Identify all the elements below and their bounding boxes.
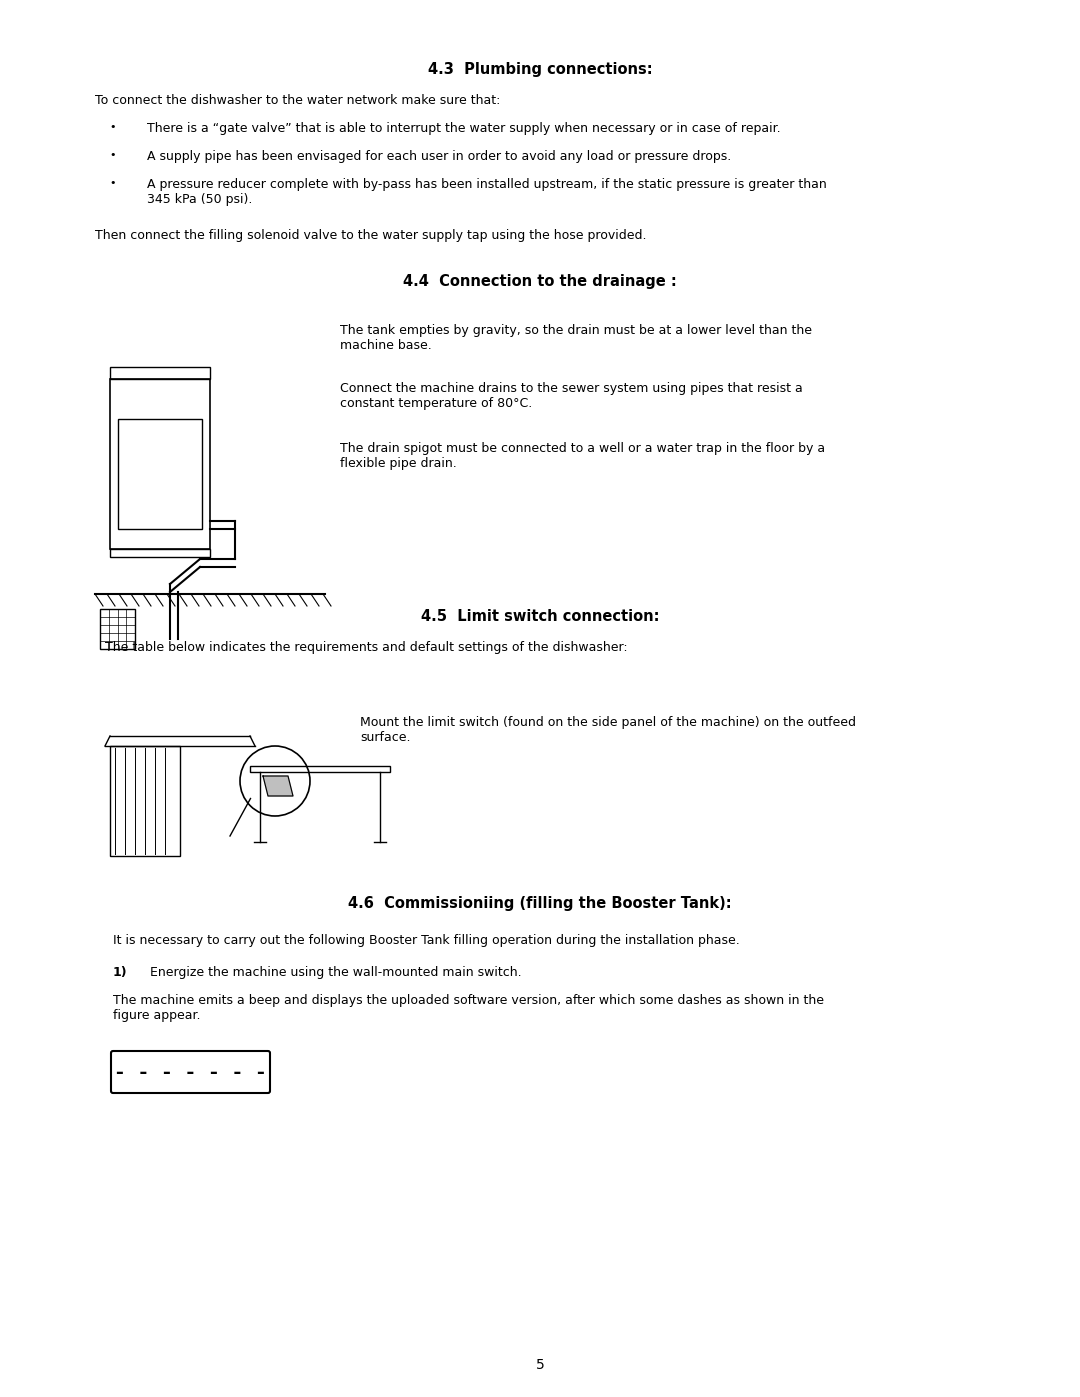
Bar xyxy=(118,419,202,529)
Text: - - - - - - -: - - - - - - - xyxy=(114,1063,267,1081)
Bar xyxy=(110,367,210,379)
Text: 5: 5 xyxy=(536,1358,544,1372)
Text: It is necessary to carry out the following Booster Tank filling operation during: It is necessary to carry out the followi… xyxy=(113,935,740,947)
Text: The machine emits a beep and displays the uploaded software version, after which: The machine emits a beep and displays th… xyxy=(113,995,824,1023)
Text: The drain spigot must be connected to a well or a water trap in the floor by a
f: The drain spigot must be connected to a … xyxy=(340,441,825,469)
Text: Then connect the filling solenoid valve to the water supply tap using the hose p: Then connect the filling solenoid valve … xyxy=(95,229,647,242)
Bar xyxy=(110,379,210,549)
Polygon shape xyxy=(264,775,293,796)
Text: A pressure reducer complete with by-pass has been installed upstream, if the sta: A pressure reducer complete with by-pass… xyxy=(147,177,827,205)
Text: To connect the dishwasher to the water network make sure that:: To connect the dishwasher to the water n… xyxy=(95,94,500,108)
Text: 4.5  Limit switch connection:: 4.5 Limit switch connection: xyxy=(421,609,659,624)
Text: The table below indicates the requirements and default settings of the dishwashe: The table below indicates the requiremen… xyxy=(105,641,627,654)
Text: •: • xyxy=(110,149,117,161)
Text: •: • xyxy=(110,122,117,131)
Bar xyxy=(110,746,180,856)
Text: There is a “gate valve” that is able to interrupt the water supply when necessar: There is a “gate valve” that is able to … xyxy=(147,122,781,136)
Text: Connect the machine drains to the sewer system using pipes that resist a
constan: Connect the machine drains to the sewer … xyxy=(340,381,802,409)
Text: Energize the machine using the wall-mounted main switch.: Energize the machine using the wall-moun… xyxy=(150,965,522,979)
Text: Mount the limit switch (found on the side panel of the machine) on the outfeed
s: Mount the limit switch (found on the sid… xyxy=(360,717,856,745)
Text: 4.6  Commissioniing (filling the Booster Tank):: 4.6 Commissioniing (filling the Booster … xyxy=(348,895,732,911)
Text: A supply pipe has been envisaged for each user in order to avoid any load or pre: A supply pipe has been envisaged for eac… xyxy=(147,149,731,163)
Text: 4.3  Plumbing connections:: 4.3 Plumbing connections: xyxy=(428,61,652,77)
Text: The tank empties by gravity, so the drain must be at a lower level than the
mach: The tank empties by gravity, so the drai… xyxy=(340,324,812,352)
Text: 1): 1) xyxy=(113,965,127,979)
Bar xyxy=(110,549,210,557)
Text: •: • xyxy=(110,177,117,189)
Bar xyxy=(100,609,135,650)
Text: 4.4  Connection to the drainage :: 4.4 Connection to the drainage : xyxy=(403,274,677,289)
Bar xyxy=(249,766,390,773)
